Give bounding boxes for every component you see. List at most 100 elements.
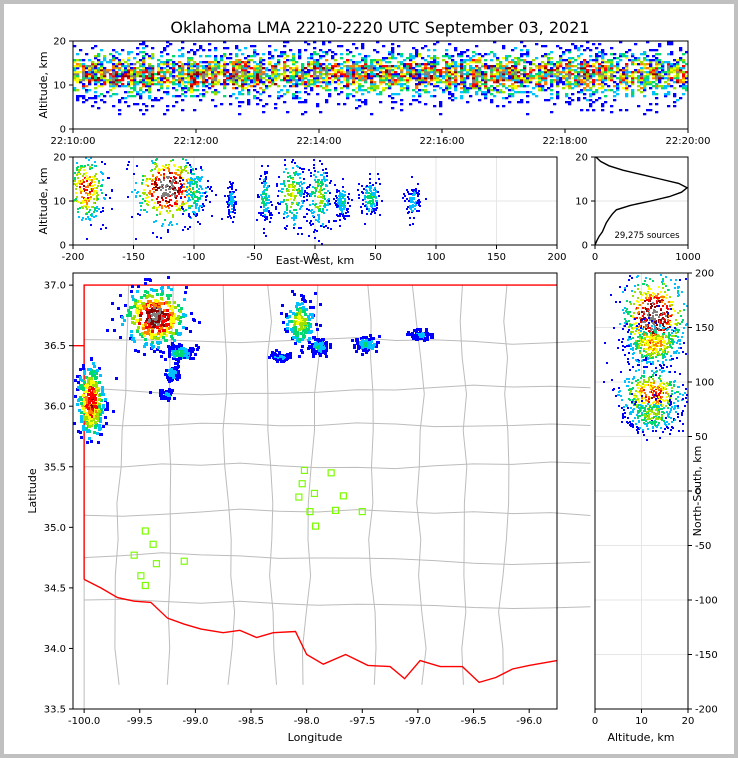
source-cell [427,91,431,94]
source-cell [400,73,404,76]
source-cell [162,199,164,201]
source-cell [336,206,338,208]
source-cell [367,69,371,72]
source-cell [463,59,467,62]
source-cell [181,41,185,44]
source-cell [295,83,299,86]
source-cell [493,75,497,78]
source-cell [580,53,584,56]
source-cell [322,43,326,46]
source-cell [451,55,455,58]
source-cell [361,59,365,62]
source-cell [292,67,296,70]
source-cell [658,43,662,46]
source-cell [640,69,644,72]
source-cell [241,67,245,70]
source-cell [352,69,356,72]
source-cell [307,93,311,96]
source-cell [640,53,644,56]
source-cell [334,184,336,186]
source-cell [355,81,359,84]
source-cell [217,81,221,84]
source-cell [304,81,308,84]
source-cell [139,202,141,204]
source-cell [454,67,458,70]
source-cell [358,99,362,102]
source-cell [86,417,89,420]
source-cell [610,53,614,56]
source-cell [188,205,190,207]
source-cell [208,77,212,80]
source-cell [658,77,662,80]
source-cell [155,189,157,191]
source-cell [388,81,392,84]
source-cell [454,49,458,52]
source-cell [283,69,287,72]
source-cell [187,59,191,62]
source-cell [178,83,182,86]
source-cell [409,79,413,82]
source-cell [304,77,308,80]
source-cell [322,223,324,225]
source-cell [185,166,187,168]
source-cell [109,53,113,56]
source-cell [178,69,182,72]
source-cell [85,91,89,94]
source-cell [625,63,629,66]
source-cell [322,169,324,171]
source-cell [214,105,218,108]
source-cell [235,47,239,50]
source-cell [325,225,327,227]
source-cell [466,69,470,72]
source-cell [241,71,245,74]
source-cell [172,87,176,90]
source-cell [142,81,146,84]
source-cell [607,79,611,82]
source-cell [496,75,500,78]
source-cell [94,101,98,104]
source-cell [368,210,370,212]
source-cell [94,81,98,84]
source-cell [80,415,83,418]
source-cell [205,91,209,94]
source-cell [229,215,231,217]
source-cell [412,205,414,207]
source-cell [463,91,467,94]
source-cell [526,77,530,80]
source-cell [269,221,271,223]
source-cell [286,79,290,82]
source-cell [80,202,82,204]
source-cell [175,63,179,66]
source-cell [302,202,304,204]
source-cell [148,65,152,68]
source-cell [163,75,167,78]
source-cell [352,95,356,98]
source-cell [604,71,608,74]
source-cell [508,55,512,58]
source-cell [562,71,566,74]
source-cell [141,202,143,204]
source-cell [676,77,680,80]
source-cell [433,57,437,60]
source-cell [90,157,92,159]
source-cell [493,95,497,98]
source-cell [148,89,152,92]
source-cell [127,77,131,80]
source-cell [189,164,191,166]
source-cell [193,63,197,66]
source-cell [484,97,488,100]
source-cell [481,75,485,78]
source-cell [304,191,306,193]
source-cell [226,63,230,66]
source-cell [514,71,518,74]
source-cell [172,186,174,188]
source-cell [336,191,338,193]
ew-height-xlabel: East-West, km [276,254,354,267]
source-cell [304,85,308,88]
source-cell [112,65,116,68]
source-cell [601,81,605,84]
source-cell [337,103,341,106]
source-cell [376,85,380,88]
source-cell [357,189,359,191]
source-cell [379,59,383,62]
